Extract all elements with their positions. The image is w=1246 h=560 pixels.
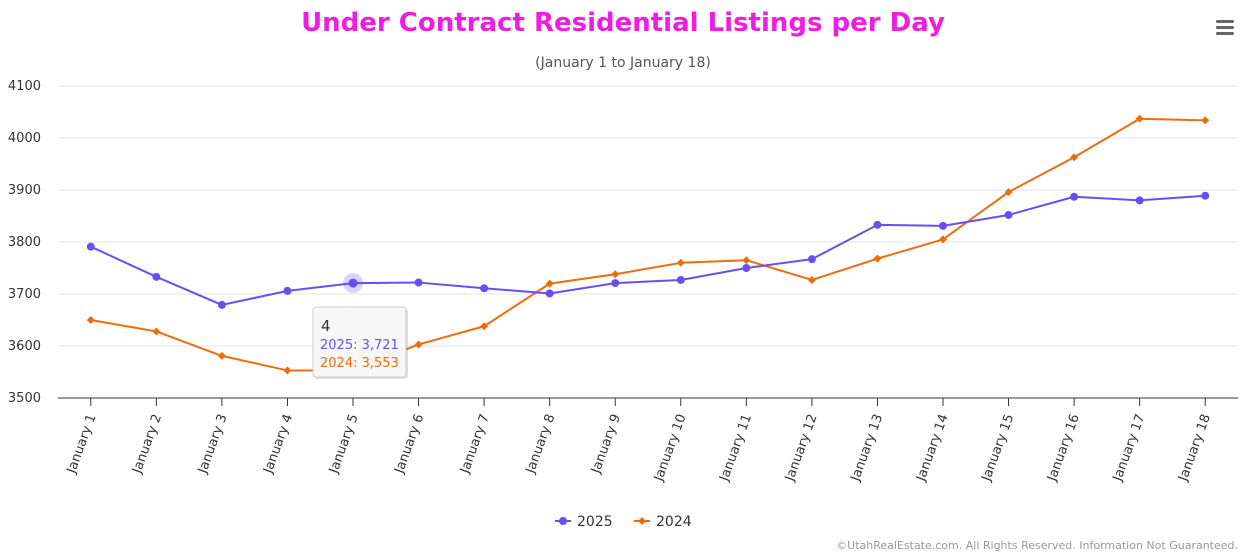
x-tick-label: January 5	[326, 412, 362, 476]
hamburger-menu-icon[interactable]	[1212, 16, 1238, 40]
x-tick-label: January 17	[1110, 412, 1148, 484]
y-tick-label: 3600	[8, 339, 41, 354]
data-point[interactable]	[1004, 188, 1013, 197]
series-2025	[86, 191, 1210, 309]
tooltip-line-2024: 2024: 3,553	[320, 356, 399, 371]
x-tick-label: January 14	[913, 412, 951, 484]
data-point[interactable]	[86, 242, 95, 251]
data-point[interactable]	[939, 235, 947, 244]
legend-label: 2024	[656, 514, 692, 530]
data-point[interactable]	[545, 289, 554, 298]
x-tick-label: January 18	[1176, 412, 1214, 484]
x-tick-label: January 1	[64, 412, 100, 476]
data-point[interactable]	[611, 279, 620, 288]
x-axis: January 1 January 2 January 3 January 4 Janu…	[58, 397, 1238, 484]
y-tick-label: 3800	[8, 235, 41, 250]
data-point[interactable]	[86, 316, 95, 324]
x-tick-label: January 10	[651, 412, 689, 484]
legend-label: 2025	[577, 514, 613, 530]
x-tick-label: January 9	[588, 412, 624, 476]
data-point[interactable]	[676, 258, 685, 267]
data-point[interactable]	[807, 275, 816, 284]
legend-item-2025[interactable]: 2025	[555, 514, 613, 530]
data-point[interactable]	[1004, 210, 1013, 219]
legend-item-2024[interactable]: 2024	[634, 514, 692, 530]
tooltip-line-2025: 2025: 3,721	[320, 338, 399, 353]
x-tick-label: January 3	[195, 412, 231, 476]
legend-symbol	[638, 517, 646, 525]
data-point[interactable]	[676, 275, 685, 284]
data-point[interactable]	[873, 220, 882, 229]
series-line	[90, 194, 1206, 306]
data-point[interactable]	[545, 279, 554, 288]
data-point[interactable]	[480, 284, 489, 293]
grid-lines	[58, 85, 1238, 347]
legend: 2025 2024	[555, 514, 692, 530]
hover-point	[348, 278, 358, 288]
x-tick-label: January 7	[457, 412, 493, 476]
chart-subtitle: (January 1 to January 18)	[535, 55, 711, 71]
series-line	[90, 117, 1206, 372]
data-point[interactable]	[1201, 191, 1210, 200]
data-point[interactable]	[217, 300, 226, 309]
x-tick-label: January 11	[717, 412, 755, 484]
y-tick-label: 4100	[8, 79, 41, 94]
data-point[interactable]	[1070, 192, 1079, 201]
y-tick-label: 3900	[8, 183, 41, 198]
data-point[interactable]	[1135, 196, 1144, 205]
data-point[interactable]	[873, 254, 882, 263]
x-tick-label: January 16	[1045, 412, 1083, 484]
x-tick-label: January 6	[392, 412, 428, 476]
chart-title: Under Contract Residential Listings per …	[301, 8, 945, 38]
y-tick-label: 3500	[8, 391, 41, 406]
x-tick-label: January 13	[848, 412, 886, 484]
data-point[interactable]	[742, 264, 751, 272]
tooltip-header: 4	[321, 317, 331, 335]
data-point[interactable]	[283, 286, 292, 295]
data-point[interactable]	[1201, 116, 1210, 125]
series-2024	[86, 114, 1210, 375]
x-tick-label: January 8	[523, 412, 559, 476]
data-point[interactable]	[480, 322, 489, 331]
x-tick-label: January 2	[130, 412, 166, 476]
data-point[interactable]	[414, 278, 423, 287]
credits-text: ©UtahRealEstate.com. All Rights Reserved…	[836, 539, 1238, 552]
legend-symbol	[559, 517, 567, 525]
y-tick-label: 3700	[8, 287, 41, 302]
tooltip-box	[312, 306, 407, 378]
data-point[interactable]	[283, 366, 292, 375]
tooltip: 4 2025: 3,721 2024: 3,553	[312, 306, 408, 379]
x-tick-label: January 4	[261, 412, 297, 476]
y-tick-label: 4000	[8, 131, 41, 146]
data-point[interactable]	[217, 351, 226, 360]
data-point[interactable]	[1070, 153, 1079, 162]
data-point[interactable]	[939, 221, 947, 230]
y-axis: 3500 3600 3700 3800 3900 4000 4100	[8, 79, 41, 406]
data-point[interactable]	[807, 255, 816, 264]
x-tick-label: January 15	[979, 412, 1017, 484]
data-point[interactable]	[152, 272, 161, 281]
data-point[interactable]	[1135, 114, 1144, 123]
series-layer	[86, 114, 1210, 375]
data-point[interactable]	[742, 256, 751, 265]
x-tick-label: January 12	[782, 412, 820, 484]
data-point[interactable]	[414, 340, 423, 349]
data-point[interactable]	[611, 270, 620, 279]
data-point[interactable]	[152, 327, 161, 336]
